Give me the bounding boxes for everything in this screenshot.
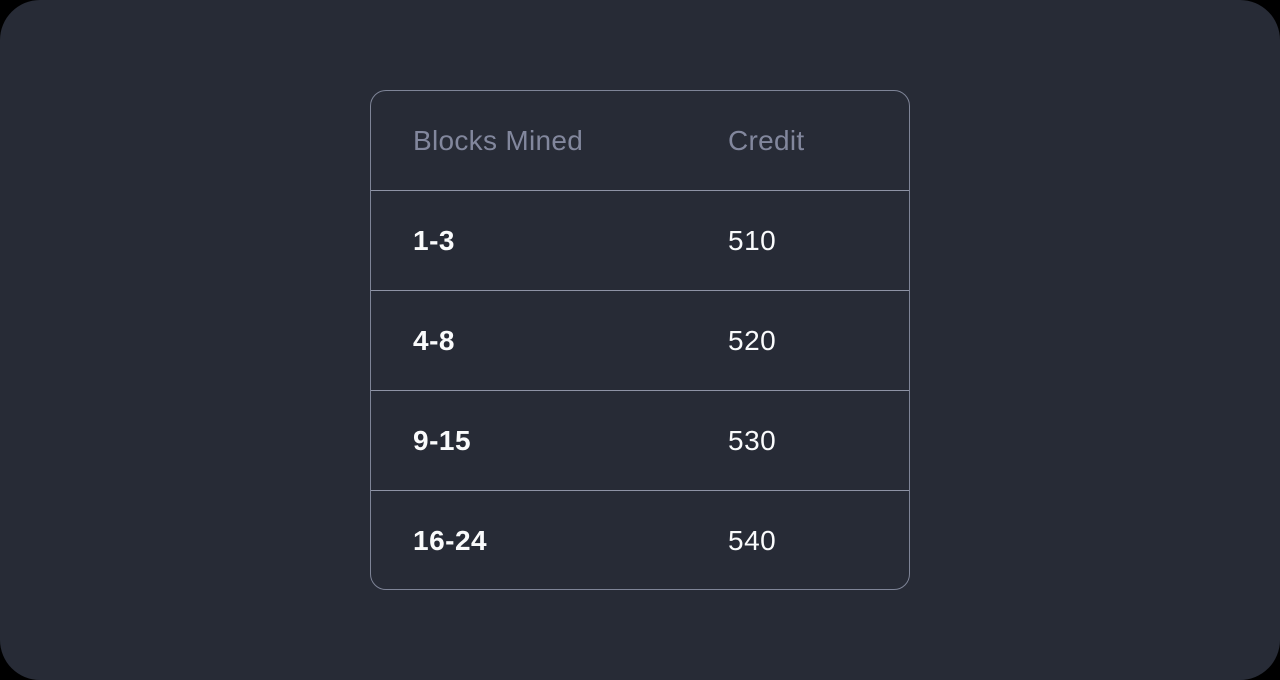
credit-cell: 520: [728, 324, 777, 356]
credit-cell: 540: [728, 525, 777, 556]
blocks-mined-cell: 16-24: [413, 525, 488, 556]
table-row: 16-24 540: [371, 491, 909, 589]
column-header-blocks-mined: Blocks Mined: [413, 124, 584, 156]
table-header-row: Blocks Mined Credit: [371, 91, 909, 191]
table-row: 9-15 530: [371, 391, 909, 491]
reward-table-card: Blocks Mined Credit 1-3 510 4-8 520 9-15…: [370, 90, 910, 590]
table-row: 1-3 510: [371, 191, 909, 291]
column-header-credit: Credit: [728, 124, 805, 156]
blocks-mined-cell: 1-3: [413, 224, 455, 256]
credit-cell: 510: [728, 224, 777, 256]
blocks-mined-cell: 4-8: [413, 324, 455, 356]
blocks-mined-cell: 9-15: [413, 424, 472, 456]
table-row: 4-8 520: [371, 291, 909, 391]
credit-cell: 530: [728, 424, 777, 456]
